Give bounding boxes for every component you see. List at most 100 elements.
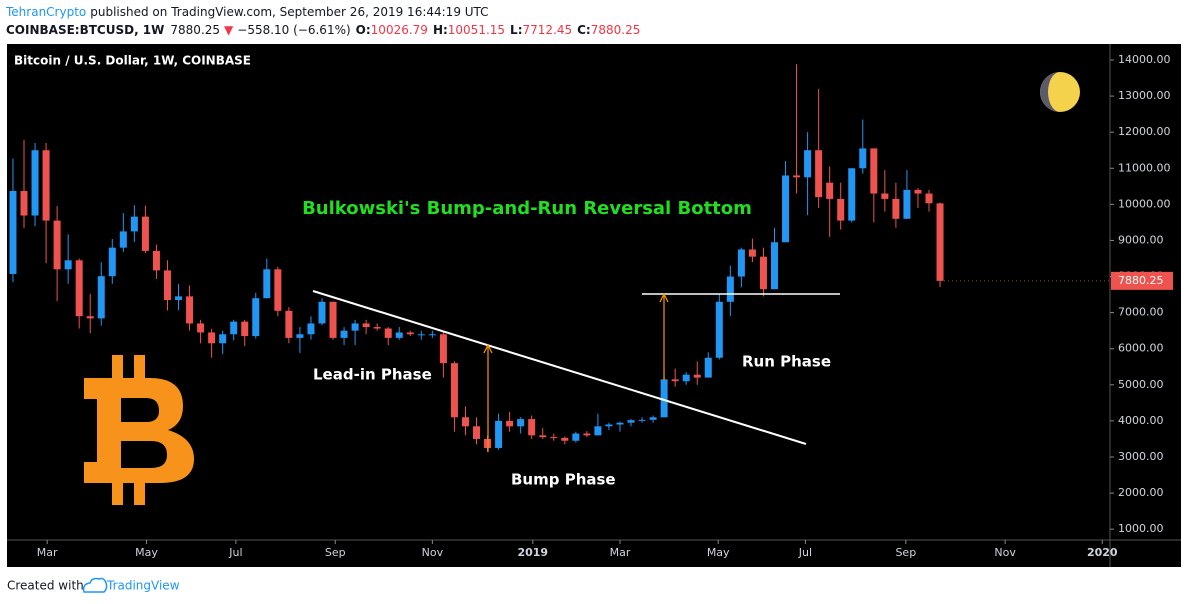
x-tick-label: Jul <box>228 546 242 559</box>
last-price-box <box>1111 271 1173 290</box>
candle-body <box>252 298 260 337</box>
y-tick-label: 10000.00 <box>1118 197 1171 210</box>
candle-body <box>693 374 701 378</box>
moon-icon <box>1040 72 1080 112</box>
trend-line <box>312 290 807 445</box>
candle-body <box>815 150 823 198</box>
candle-body <box>53 220 61 270</box>
candle-body <box>64 260 72 270</box>
c-label: C: <box>577 23 591 37</box>
y-tick-label: 9000.00 <box>1118 233 1164 246</box>
candle-body <box>219 334 227 344</box>
x-tick-label: Sep <box>325 546 346 559</box>
candle-body <box>837 198 845 221</box>
candle-body <box>75 260 83 317</box>
l-label: L: <box>510 23 522 37</box>
symbol-line: COINBASE:BTCUSD, 1W 7880.25 ▼ −558.10 (−6.6… <box>6 23 640 37</box>
candle-body <box>351 323 359 331</box>
candle-body <box>119 231 127 248</box>
y-tick-label: 13000.00 <box>1118 89 1171 102</box>
candle-body <box>285 310 293 338</box>
candle-body <box>726 276 734 302</box>
candle-body <box>97 276 105 319</box>
candle-body <box>616 422 624 425</box>
moon <box>1040 72 1080 112</box>
candle-body <box>329 301 337 338</box>
logo-stem <box>134 355 145 381</box>
candle-body <box>318 301 326 324</box>
candle-body <box>848 168 856 221</box>
o-label: O: <box>356 23 371 37</box>
y-tick-label: 4000.00 <box>1118 414 1164 427</box>
candle-body <box>671 379 679 382</box>
candle-body <box>550 437 558 439</box>
footer-brand[interactable]: TradingView <box>106 579 180 593</box>
candle-body <box>461 417 469 427</box>
candle-body <box>649 417 657 420</box>
candle-body <box>583 433 591 436</box>
candle-body <box>759 256 767 290</box>
candle-body <box>130 216 138 232</box>
candle-body <box>373 327 381 329</box>
chart-title: Bitcoin / U.S. Dollar, 1W, COINBASE <box>14 54 251 68</box>
candle-body <box>296 334 304 338</box>
candle-body <box>561 437 569 441</box>
y-tick-label: 7000.00 <box>1118 306 1164 319</box>
footer-created: Created with <box>7 579 84 593</box>
candle-body <box>175 296 183 300</box>
last-price: 7880.25 <box>170 23 220 37</box>
candle-body <box>406 332 414 335</box>
x-tick-label: May <box>135 546 158 559</box>
candle-body <box>31 150 39 216</box>
candle-body <box>605 424 613 427</box>
cloud <box>82 577 108 593</box>
published-line: TehranCrypto published on TradingView.com… <box>5 5 489 19</box>
lead-in-label: Lead-in Phase <box>313 366 432 384</box>
logo-body <box>84 378 194 483</box>
candle-body <box>108 247 116 277</box>
candle-body <box>152 250 160 271</box>
candle-body <box>627 420 635 423</box>
logo-stem <box>112 480 123 505</box>
candle-body <box>638 419 646 421</box>
pattern-title: Bulkowski's Bump-and-Run Reversal Bottom <box>302 198 752 219</box>
candle-body <box>903 189 911 219</box>
x-tick-label: Nov <box>994 546 1016 559</box>
x-tick-label: Nov <box>422 546 444 559</box>
candle-body <box>859 148 867 169</box>
candle-body <box>42 150 50 221</box>
candle-body <box>450 363 458 418</box>
x-tick-label: 2020 <box>1087 546 1118 559</box>
candle-body <box>208 332 216 344</box>
y-tick-label: 3000.00 <box>1118 450 1164 463</box>
x-tick-label: Jul <box>798 546 812 559</box>
candle-body <box>274 269 282 311</box>
candle-body <box>539 435 547 438</box>
x-tick-label: May <box>707 546 730 559</box>
y-tick-label: 2000.00 <box>1118 486 1164 499</box>
candle-body <box>163 270 171 300</box>
candle-body <box>473 426 481 439</box>
candle-body <box>263 269 271 299</box>
x-tick-label: 2019 <box>517 546 548 559</box>
candle-body <box>197 323 205 333</box>
candle-body <box>506 420 514 427</box>
candle-body <box>517 419 525 427</box>
y-tick-label: 14000.00 <box>1118 53 1171 66</box>
candle-body <box>20 190 28 216</box>
logo-stem <box>134 480 145 505</box>
arrows <box>483 292 669 452</box>
candle-body <box>892 198 900 219</box>
candle-body <box>241 321 249 337</box>
candle-body <box>230 321 238 335</box>
chart-background <box>7 44 1181 567</box>
change-arrow: ▼ <box>224 23 234 37</box>
candle-body <box>495 420 503 448</box>
candle-body <box>594 426 602 436</box>
candle-body <box>362 323 370 328</box>
candle-body <box>737 249 745 277</box>
c-value: 7880.25 <box>591 23 641 37</box>
x-tick-label: Sep <box>895 546 916 559</box>
l-value: 7712.45 <box>523 23 573 37</box>
